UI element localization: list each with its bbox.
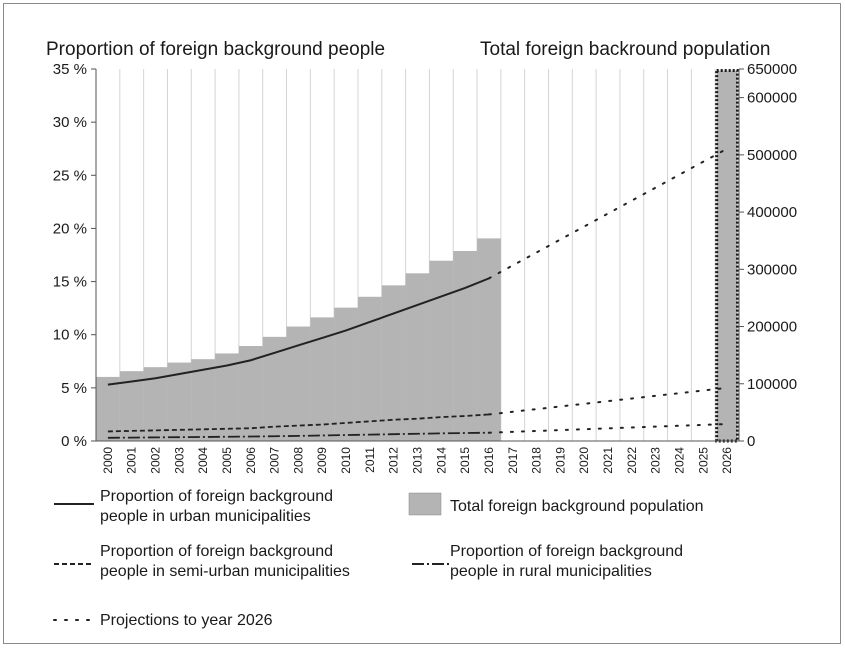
bar-2004 (191, 359, 216, 441)
x-tick-label: 2021 (601, 447, 615, 474)
bar-2002 (143, 367, 168, 441)
bar-2006 (238, 345, 263, 441)
right-tick-label: 650000 (747, 61, 797, 78)
left-tick-label: 0 % (61, 433, 87, 450)
projection-line (487, 386, 729, 416)
bar-2026-projected (715, 69, 739, 443)
figure-frame: Proportion of foreign background people … (3, 3, 841, 644)
x-tick-label: 2025 (696, 447, 710, 474)
x-tick-label: 2000 (101, 447, 115, 474)
left-tick-label: 30 % (53, 114, 87, 131)
legend-label: Proportion of foreign background (100, 543, 333, 560)
right-tick-label: 300000 (747, 261, 797, 278)
x-tick-label: 2005 (220, 447, 234, 474)
left-tick-label: 25 % (53, 167, 87, 184)
bar-2003 (167, 362, 192, 441)
right-tick-label: 0 (747, 433, 755, 450)
legend-label: people in semi-urban municipalities (100, 563, 350, 580)
x-tick-label: 2003 (172, 447, 186, 474)
x-tick-label: 2017 (506, 447, 520, 474)
x-tick-label: 2006 (244, 447, 258, 474)
bar-2001 (119, 371, 144, 441)
right-tick-label: 400000 (747, 204, 797, 221)
x-tick-label: 2010 (339, 447, 353, 474)
legend-label: Proportion of foreign background (450, 543, 683, 560)
legend-label: Total foreign background population (450, 498, 704, 515)
x-tick-label: 2022 (625, 447, 639, 474)
bar-2007 (262, 336, 287, 441)
x-tick-label: 2004 (196, 447, 210, 474)
bar-2014 (429, 260, 454, 441)
x-tick-label: 2002 (149, 447, 163, 474)
right-tick-label: 200000 (747, 319, 797, 336)
legend-label: Projections to year 2026 (100, 612, 273, 629)
bar-2013 (405, 273, 430, 441)
right-title: Total foreign backround population (480, 39, 770, 60)
series-line-solid (107, 277, 490, 386)
left-title: Proportion of foreign background people (46, 39, 385, 60)
bar-2015 (453, 250, 478, 441)
legend: Proportion of foreign background people i… (53, 488, 704, 629)
x-tick-label: 2008 (291, 447, 305, 474)
x-tick-label: 2023 (649, 447, 663, 474)
legend-label: people in rural municipalities (450, 563, 652, 580)
left-tick-label: 5 % (61, 380, 87, 397)
x-tick-label: 2012 (387, 447, 401, 474)
projection-line (487, 147, 729, 280)
x-tick-label: 2016 (482, 447, 496, 474)
x-tick-label: 2009 (315, 447, 329, 474)
bar-2012 (381, 285, 406, 441)
right-tick-label: 100000 (747, 376, 797, 393)
x-tick-label: 2001 (125, 447, 139, 474)
left-tick-label: 10 % (53, 327, 87, 344)
bar-2000 (96, 376, 120, 441)
left-tick-label: 20 % (53, 220, 87, 237)
x-tick-label: 2014 (434, 447, 448, 474)
right-tick-label: 600000 (747, 90, 797, 107)
bar-2008 (286, 326, 311, 441)
x-tick-label: 2011 (363, 447, 377, 473)
series-line-dashdot (107, 431, 489, 439)
x-tick-label: 2015 (458, 447, 472, 474)
x-tick-label: 2018 (530, 447, 544, 474)
chart: Proportion of foreign background people … (46, 39, 797, 629)
x-tick-label: 2013 (411, 447, 425, 474)
bar-2011 (357, 296, 382, 441)
legend-label: people in urban municipalities (100, 508, 311, 525)
projection-line (487, 422, 729, 434)
x-tick-label: 2019 (553, 447, 567, 474)
bar-2010 (334, 307, 358, 441)
x-tick-label: 2026 (720, 447, 734, 474)
right-tick-label: 500000 (747, 147, 797, 164)
x-tick-label: 2024 (672, 447, 686, 474)
bar-2016 (477, 238, 501, 441)
x-tick-label: 2020 (577, 447, 591, 474)
left-tick-label: 15 % (53, 274, 87, 291)
bar-2005 (215, 353, 239, 441)
x-tick-label: 2007 (268, 447, 282, 474)
legend-swatch-bar (408, 492, 442, 516)
left-tick-label: 35 % (53, 61, 87, 78)
legend-label: Proportion of foreign background (100, 488, 333, 505)
bar-2009 (310, 317, 335, 441)
